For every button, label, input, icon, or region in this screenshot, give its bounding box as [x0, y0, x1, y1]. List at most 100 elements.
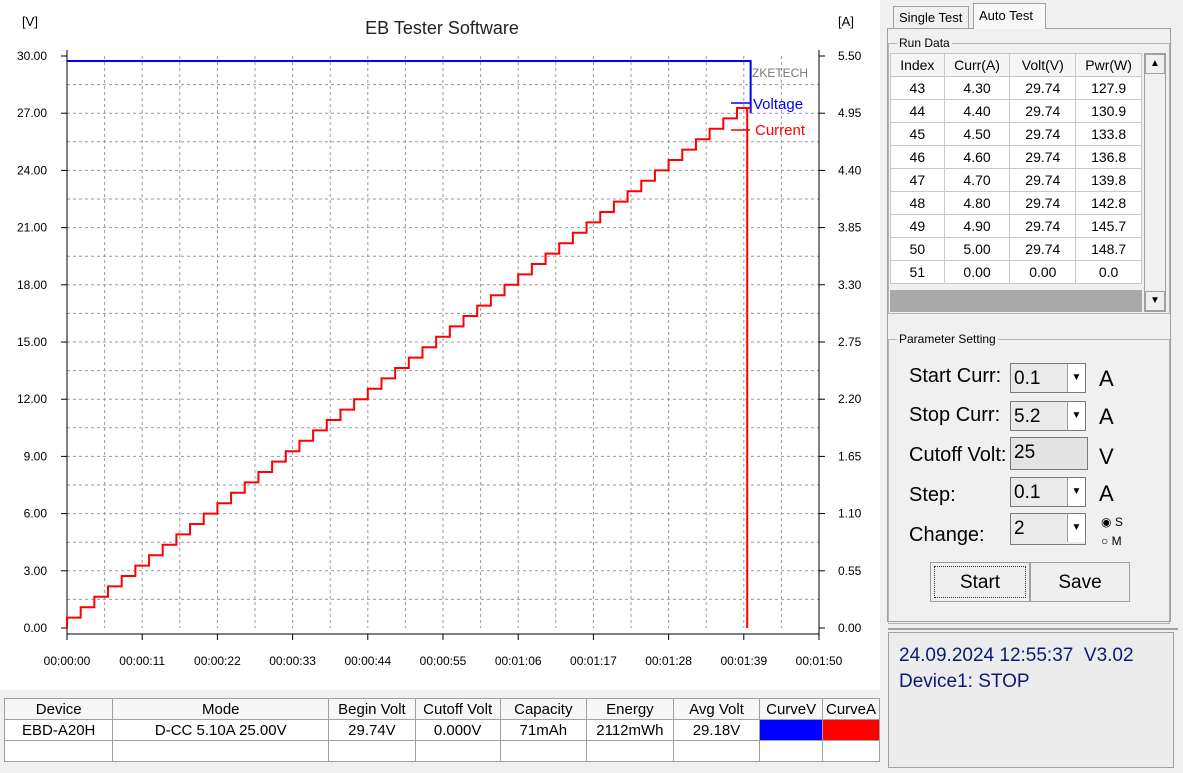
curve-a-color-swatch[interactable] — [822, 719, 880, 741]
table-row[interactable]: 46 4.60 29.74 136.8 — [890, 145, 1142, 169]
tab-auto-test[interactable]: Auto Test — [973, 3, 1046, 29]
y-left-tick-label: 24.00 — [17, 163, 47, 177]
left-axis-unit: [V] — [22, 14, 38, 29]
chevron-down-icon[interactable]: ▼ — [1067, 364, 1085, 392]
scroll-down-icon[interactable]: ▼ — [1145, 291, 1165, 311]
run-data-empty-area — [890, 290, 1142, 312]
radio-m-label: M — [1111, 534, 1122, 548]
table-row[interactable]: 45 4.50 29.74 133.8 — [890, 122, 1142, 146]
step-value: 0.1 — [1014, 482, 1041, 503]
run-curr: 5.00 — [943, 237, 1011, 261]
legend-current-label: Current — [755, 122, 806, 139]
cutoff-volt-input[interactable]: 25 — [1010, 437, 1088, 470]
y-right-tick-label: 0.00 — [838, 621, 862, 635]
run-volt: 0.00 — [1009, 260, 1077, 284]
y-right-tick-label: 5.50 — [838, 49, 862, 63]
summary-header-avg-volt: Avg Volt — [672, 698, 761, 720]
step-label: Step: — [909, 484, 956, 506]
run-data-scrollbar[interactable]: ▲ ▼ — [1144, 53, 1166, 312]
x-tick-label: 00:00:33 — [269, 654, 316, 668]
summary-header-mode: Mode — [112, 698, 330, 720]
summary-header-curve-v: CurveV — [759, 698, 824, 720]
start-curr-value: 0.1 — [1014, 368, 1041, 389]
table-row[interactable]: 47 4.70 29.74 139.8 — [890, 168, 1142, 192]
run-index: 48 — [890, 191, 945, 215]
run-pwr: 127.9 — [1075, 76, 1142, 100]
run-header-volt: Volt(V) — [1009, 53, 1077, 77]
run-pwr: 145.7 — [1075, 214, 1142, 238]
summary-header-capacity: Capacity — [499, 698, 588, 720]
cutoff-volt-value: 25 — [1014, 442, 1036, 463]
table-row[interactable]: 43 4.30 29.74 127.9 — [890, 76, 1142, 100]
chart-area: 30.00 27.00 24.00 21.00 18.00 15.00 12.00 9.00 6… — [0, 0, 880, 690]
y-left-tick-label: 6.00 — [24, 507, 48, 521]
right-axis-unit: [A] — [838, 14, 854, 29]
table-row[interactable]: 51 0.00 0.00 0.0 — [890, 260, 1142, 284]
run-pwr: 136.8 — [1075, 145, 1142, 169]
divider — [888, 628, 1178, 630]
run-header-index: Index — [890, 53, 945, 77]
summary-begin-volt: 29.74V — [328, 719, 416, 741]
stop-curr-select[interactable]: 5.2 ▼ — [1010, 401, 1086, 431]
chart-axes — [66, 50, 820, 635]
change-select[interactable]: 2 ▼ — [1010, 513, 1086, 545]
chart-series — [66, 59, 752, 628]
radio-s[interactable]: ◉ S — [1101, 515, 1123, 529]
y-right-tick-label: 4.95 — [838, 106, 862, 120]
radio-m[interactable]: ○ M — [1101, 534, 1122, 548]
chevron-down-icon[interactable]: ▼ — [1067, 402, 1085, 430]
run-index: 46 — [890, 145, 945, 169]
run-data-legend: Run Data — [899, 36, 950, 50]
x-tick-label: 00:00:55 — [420, 654, 467, 668]
scroll-up-icon[interactable]: ▲ — [1145, 54, 1165, 74]
y-right-tick-label: 3.30 — [838, 278, 862, 292]
run-data-header-row: Index Curr(A) Volt(V) Pwr(W) — [890, 53, 1142, 77]
table-row[interactable]: 50 5.00 29.74 148.7 — [890, 237, 1142, 261]
summary-header-device: Device — [3, 698, 114, 720]
cutoff-volt-unit: V — [1099, 444, 1114, 469]
chevron-down-icon[interactable]: ▼ — [1067, 478, 1085, 506]
run-curr: 4.30 — [943, 76, 1011, 100]
radio-unselected-icon[interactable]: ○ — [1101, 534, 1109, 548]
summary-avg-volt: 29.18V — [672, 719, 761, 741]
x-tick-label: 00:01:28 — [645, 654, 692, 668]
tab-single-test[interactable]: Single Test — [893, 6, 969, 28]
chevron-down-icon[interactable]: ▼ — [1067, 514, 1085, 542]
start-curr-select[interactable]: 0.1 ▼ — [1010, 363, 1086, 393]
table-row[interactable]: EBD-A20H D-CC 5.10A 25.00V 29.74V 0.000V… — [3, 719, 880, 741]
run-index: 47 — [890, 168, 945, 192]
table-row[interactable]: 48 4.80 29.74 142.8 — [890, 191, 1142, 215]
table-row[interactable]: 44 4.40 29.74 130.9 — [890, 99, 1142, 123]
radio-selected-icon[interactable]: ◉ — [1101, 515, 1112, 529]
y-left-tick-label: 27.00 — [17, 106, 47, 120]
run-index: 44 — [890, 99, 945, 123]
save-button[interactable]: Save — [1030, 562, 1130, 602]
run-data-table[interactable]: Index Curr(A) Volt(V) Pwr(W) 43 4.30 29.74… — [890, 53, 1142, 284]
summary-header-cutoff-volt: Cutoff Volt — [414, 698, 501, 720]
summary-header-begin-volt: Begin Volt — [328, 698, 416, 720]
curve-v-color-swatch[interactable] — [759, 719, 824, 741]
summary-mode: D-CC 5.10A 25.00V — [112, 719, 330, 741]
y-left-tick-label: 30.00 — [17, 49, 47, 63]
run-data-group: Run Data — [888, 36, 1170, 314]
run-volt: 29.74 — [1009, 214, 1077, 238]
chart-title: EB Tester Software — [365, 18, 519, 38]
step-unit: A — [1099, 481, 1114, 506]
start-button[interactable]: Start — [930, 562, 1030, 602]
step-select[interactable]: 0.1 ▼ — [1010, 477, 1086, 507]
run-volt: 29.74 — [1009, 99, 1077, 123]
stop-curr-unit: A — [1099, 404, 1114, 429]
run-curr: 4.90 — [943, 214, 1011, 238]
change-label: Change: — [909, 524, 985, 546]
summary-capacity: 71mAh — [499, 719, 588, 741]
y-left-tick-label: 12.00 — [17, 392, 47, 406]
stop-curr-label: Stop Curr: — [909, 404, 1001, 426]
run-index: 45 — [890, 122, 945, 146]
x-tick-label: 00:00:22 — [194, 654, 241, 668]
y-left-tick-label: 0.00 — [24, 621, 48, 635]
table-row[interactable]: 49 4.90 29.74 145.7 — [890, 214, 1142, 238]
x-tick-label: 00:01:06 — [495, 654, 542, 668]
run-index: 49 — [890, 214, 945, 238]
summary-header-row: Device Mode Begin Volt Cutoff Volt Capac… — [3, 698, 880, 720]
y-right-tick-label: 4.40 — [838, 163, 862, 177]
